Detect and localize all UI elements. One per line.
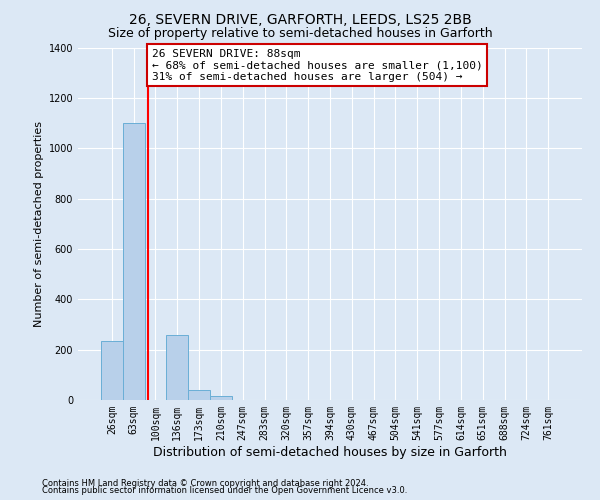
Y-axis label: Number of semi-detached properties: Number of semi-detached properties: [34, 120, 44, 327]
Text: Contains public sector information licensed under the Open Government Licence v3: Contains public sector information licen…: [42, 486, 407, 495]
Text: Size of property relative to semi-detached houses in Garforth: Size of property relative to semi-detach…: [107, 28, 493, 40]
Bar: [166, 334, 188, 400]
Bar: [101, 341, 123, 400]
X-axis label: Distribution of semi-detached houses by size in Garforth: Distribution of semi-detached houses by …: [153, 446, 507, 458]
Bar: [210, 396, 232, 400]
Text: 26 SEVERN DRIVE: 88sqm
← 68% of semi-detached houses are smaller (1,100)
31% of : 26 SEVERN DRIVE: 88sqm ← 68% of semi-det…: [152, 49, 482, 82]
Bar: [123, 123, 145, 400]
Bar: [188, 390, 210, 400]
Text: 26, SEVERN DRIVE, GARFORTH, LEEDS, LS25 2BB: 26, SEVERN DRIVE, GARFORTH, LEEDS, LS25 …: [128, 12, 472, 26]
Text: Contains HM Land Registry data © Crown copyright and database right 2024.: Contains HM Land Registry data © Crown c…: [42, 478, 368, 488]
